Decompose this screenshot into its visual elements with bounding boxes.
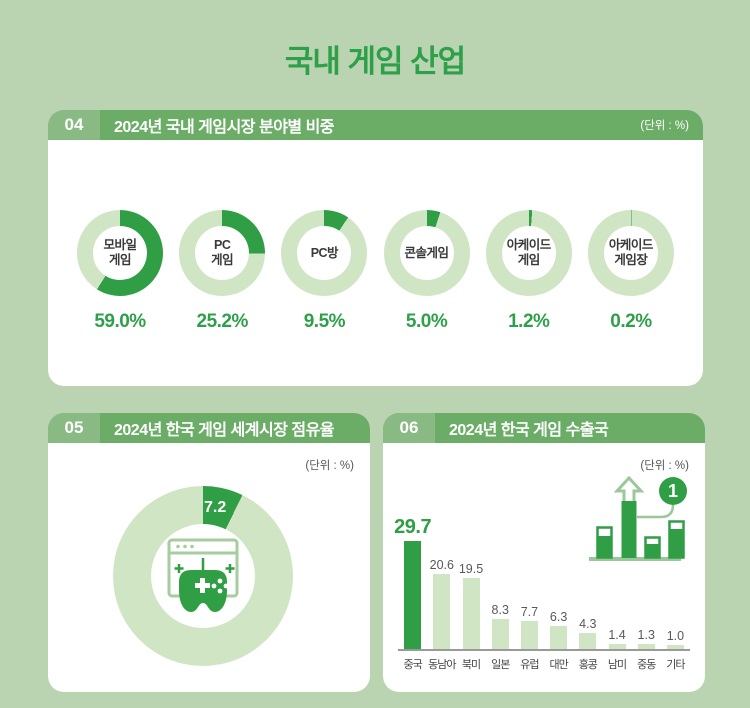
- rank-badge-number: 1: [668, 481, 678, 501]
- donut-percent-label: 25.2%: [196, 311, 249, 332]
- donut-hole: [151, 524, 255, 628]
- bar: [666, 645, 684, 649]
- bar: [462, 578, 480, 649]
- donut-ring: 아케이드 게임: [485, 210, 572, 296]
- donut-percent-label: 59.0%: [94, 311, 146, 332]
- bar-column-유럽: 7.7: [515, 605, 544, 649]
- unit-label: (단위 : %): [640, 120, 689, 132]
- bar-value-label: 29.7: [394, 516, 432, 538]
- bar-value-label: 4.3: [579, 617, 597, 631]
- bar-category-label: 홍콩: [578, 659, 598, 671]
- bar: [579, 633, 597, 649]
- section-number-badge: 05: [48, 413, 100, 443]
- donut-ring: 콘솔게임: [383, 210, 470, 296]
- donut-center-label: PC방: [310, 245, 339, 260]
- bar-column-기타: 1.0: [661, 629, 690, 649]
- bar-column-북미: 19.5: [456, 562, 485, 649]
- bar-category-label: 기타: [666, 659, 685, 671]
- bar-value-label: 7.7: [520, 605, 539, 619]
- donut-center-label: PC 게임: [211, 238, 234, 267]
- donut-charts-row: 모바일 게임 59.0% PC 게임 25.2% PC방 9.5% 콘솔게임 5.0% 아케이드 게임…: [74, 140, 677, 386]
- unit-label: (단위 : %): [305, 460, 354, 472]
- bar-value-label: 1.4: [608, 628, 626, 642]
- bar: [404, 541, 422, 649]
- bar: [550, 626, 568, 649]
- bar-column-동남아: 20.6: [427, 558, 456, 649]
- donut-percent-label: 0.2%: [610, 311, 652, 332]
- bar-column-중국: 29.7: [394, 516, 432, 649]
- bar: [637, 644, 655, 649]
- bar-category-label: 중국: [403, 659, 422, 671]
- rank-up-icon: 1: [589, 475, 687, 561]
- bar-column-중동: 1.3: [632, 628, 661, 649]
- export-bar-chart: 29.7 20.6 19.5 8.3 7.7 6.3 4.3 1.4 1.3 1.0 중국 동남아 북…: [394, 512, 690, 672]
- donut-ring: PC 게임: [179, 210, 266, 296]
- bar: [520, 621, 538, 649]
- donut-chart-4: 아케이드 게임 1.2%: [483, 210, 575, 386]
- section-title: 2024년 한국 게임 세계시장 점유율: [114, 422, 335, 439]
- section-header: 06 2024년 한국 게임 수출국: [383, 413, 705, 443]
- bar-category-label: 중동: [637, 659, 656, 671]
- bar-column-홍콩: 4.3: [573, 617, 602, 649]
- donut-ring: 모바일 게임: [77, 210, 163, 296]
- bar-column-일본: 8.3: [486, 603, 515, 649]
- bar-value-label: 1.3: [637, 628, 655, 642]
- section-number-badge: 06: [383, 413, 435, 443]
- bar: [433, 574, 451, 649]
- donut-percent-label: 1.2%: [508, 311, 550, 332]
- donut-percent-label: 9.5%: [303, 311, 346, 332]
- bar-value-label: 20.6: [429, 558, 454, 572]
- section-header: 04 2024년 국내 게임시장 분야별 비중 (단위 : %): [48, 110, 703, 140]
- bar-category-label: 남미: [607, 659, 627, 671]
- donut-chart-2: PC방 9.5%: [278, 210, 370, 386]
- section-title: 2024년 국내 게임시장 분야별 비중: [114, 119, 335, 136]
- donut-center-label: 모바일 게임: [103, 238, 137, 267]
- donut-center-label: 아케이드 게임장: [608, 238, 654, 267]
- bar-value-label: 8.3: [491, 603, 509, 617]
- bar: [608, 644, 626, 649]
- donut-ring: PC방: [281, 210, 368, 296]
- donut-hole: [297, 226, 352, 280]
- donut-center-label: 콘솔게임: [404, 245, 450, 260]
- donut-chart-5: 아케이드 게임장 0.2%: [585, 210, 677, 386]
- page-title: 국내 게임 산업: [284, 44, 466, 79]
- bar-category-label: 동남아: [428, 659, 456, 671]
- bar-column-대만: 6.3: [544, 610, 573, 649]
- unit-label: (단위 : %): [640, 460, 689, 472]
- donut-chart-3: 콘솔게임 5.0%: [381, 210, 473, 386]
- bars-row: 29.7 20.6 19.5 8.3 7.7 6.3 4.3 1.4 1.3 1.0: [394, 512, 690, 651]
- donut-chart-1: PC 게임 25.2%: [176, 210, 268, 386]
- donut-hole: [603, 226, 658, 280]
- donut-hole: [399, 226, 454, 280]
- bar-value-label: 19.5: [458, 562, 484, 576]
- donut-percent-label: 5.0%: [405, 311, 448, 332]
- bar-value-label: 1.0: [666, 629, 685, 643]
- bar-category-labels: 중국 동남아 북미 일본 유럽 대만 홍콩 남미 중동 기타: [398, 656, 690, 672]
- world-share-value-label: 7.2: [204, 499, 227, 516]
- section-title: 2024년 한국 게임 수출국: [449, 422, 609, 439]
- bar-value-label: 6.3: [549, 610, 568, 624]
- bar-category-label: 대만: [549, 659, 568, 671]
- donut-hole: [501, 226, 556, 280]
- bar-column-남미: 1.4: [602, 628, 631, 649]
- rank-badge: [659, 477, 687, 505]
- donut-hole: [195, 226, 250, 280]
- panel-export-countries: 06 2024년 한국 게임 수출국 (단위 : %) 1 29.7 20.6 19…: [383, 413, 705, 692]
- panel-domestic-market-share: 04 2024년 국내 게임시장 분야별 비중 (단위 : %) 모바일 게임 59…: [48, 110, 703, 386]
- section-number-badge: 04: [48, 110, 100, 140]
- bar-category-label: 유럽: [520, 659, 539, 671]
- panel-world-market-share: 05 2024년 한국 게임 세계시장 점유율 (단위 : %): [48, 413, 370, 692]
- donut-hole: [93, 226, 147, 280]
- bar-category-label: 북미: [461, 659, 481, 671]
- section-header: 05 2024년 한국 게임 세계시장 점유율: [48, 413, 370, 443]
- gamepad-browser-icon: [167, 538, 239, 612]
- donut-chart-0: 모바일 게임 59.0%: [74, 210, 166, 386]
- bar: [491, 619, 509, 649]
- bar-category-label: 일본: [491, 659, 510, 671]
- donut-center-label: 아케이드 게임: [506, 238, 552, 267]
- world-share-donut-chart: [113, 486, 293, 666]
- donut-ring: 아케이드 게임장: [587, 210, 674, 296]
